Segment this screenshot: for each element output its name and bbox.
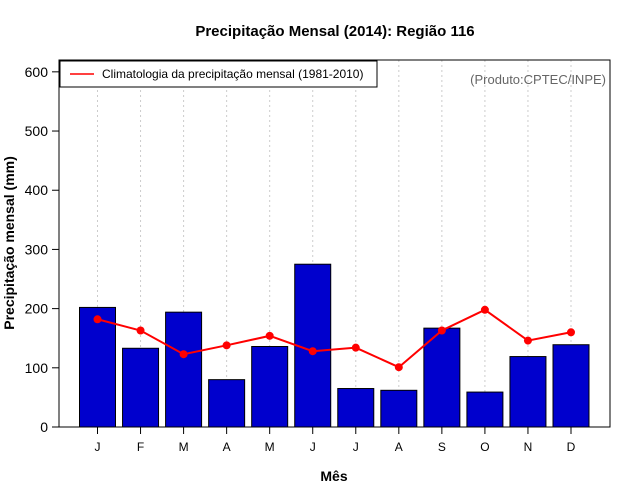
x-tick-label: A: [395, 440, 403, 454]
x-axis-label: Mês: [320, 468, 347, 484]
bar: [337, 388, 375, 428]
bar: [552, 344, 590, 428]
x-tick-label: F: [137, 440, 144, 454]
y-tick-label: 500: [25, 123, 49, 139]
plot-frame: [58, 59, 611, 428]
y-tick-label: 200: [25, 301, 49, 317]
bar: [208, 379, 246, 428]
bar: [165, 311, 203, 428]
climatology-point: [437, 326, 446, 335]
axes: 0 100 200 300 400 500 600 J F M A M J J A S O N D: [25, 64, 576, 454]
climatology-point: [179, 350, 188, 359]
climatology-line: [97, 308, 572, 369]
x-tick-label: M: [265, 440, 275, 454]
y-tick-label: 400: [25, 182, 49, 198]
x-tick-label: S: [438, 440, 446, 454]
climatology-point: [136, 326, 145, 335]
climatology-point: [480, 305, 489, 314]
y-tick-label: 600: [25, 64, 49, 80]
y-tick-label: 0: [40, 419, 48, 435]
climatology-point: [222, 341, 231, 350]
legend-label: Climatologia da precipitação mensal (198…: [102, 67, 363, 81]
climatology-point: [523, 336, 532, 345]
y-axis-label: Precipitação mensal (mm): [1, 156, 17, 330]
bar: [294, 263, 332, 428]
x-tick-label: A: [223, 440, 231, 454]
bar: [251, 345, 289, 428]
climatology-point: [308, 347, 317, 356]
chart-title: Precipitação Mensal (2014): Região 116: [195, 23, 474, 40]
climatology-point: [93, 315, 102, 324]
x-tick-label: J: [95, 440, 101, 454]
legend: Climatologia da precipitação mensal (198…: [59, 60, 378, 88]
climatology-point: [394, 363, 403, 372]
climatology-point: [351, 343, 360, 352]
y-tick-label: 300: [25, 241, 49, 257]
climatology-point: [567, 328, 575, 337]
bar: [79, 306, 116, 428]
x-tick-label: D: [567, 440, 576, 454]
x-tick-label: J: [353, 440, 359, 454]
bar: [122, 347, 160, 428]
bars: [79, 263, 590, 428]
bar: [380, 389, 418, 428]
x-tick-label: M: [179, 440, 189, 454]
x-tick-label: J: [310, 440, 316, 454]
y-tick-label: 100: [25, 360, 49, 376]
climatology-line-group: [93, 305, 575, 372]
credit-annotation: (Produto:CPTEC/INPE): [470, 72, 606, 87]
climatology-point: [265, 331, 274, 340]
bar: [466, 391, 504, 428]
x-tick-label: N: [524, 440, 533, 454]
bar: [509, 356, 547, 428]
x-tick-label: O: [480, 440, 489, 454]
legend-box: [59, 60, 378, 88]
bar: [423, 327, 461, 428]
